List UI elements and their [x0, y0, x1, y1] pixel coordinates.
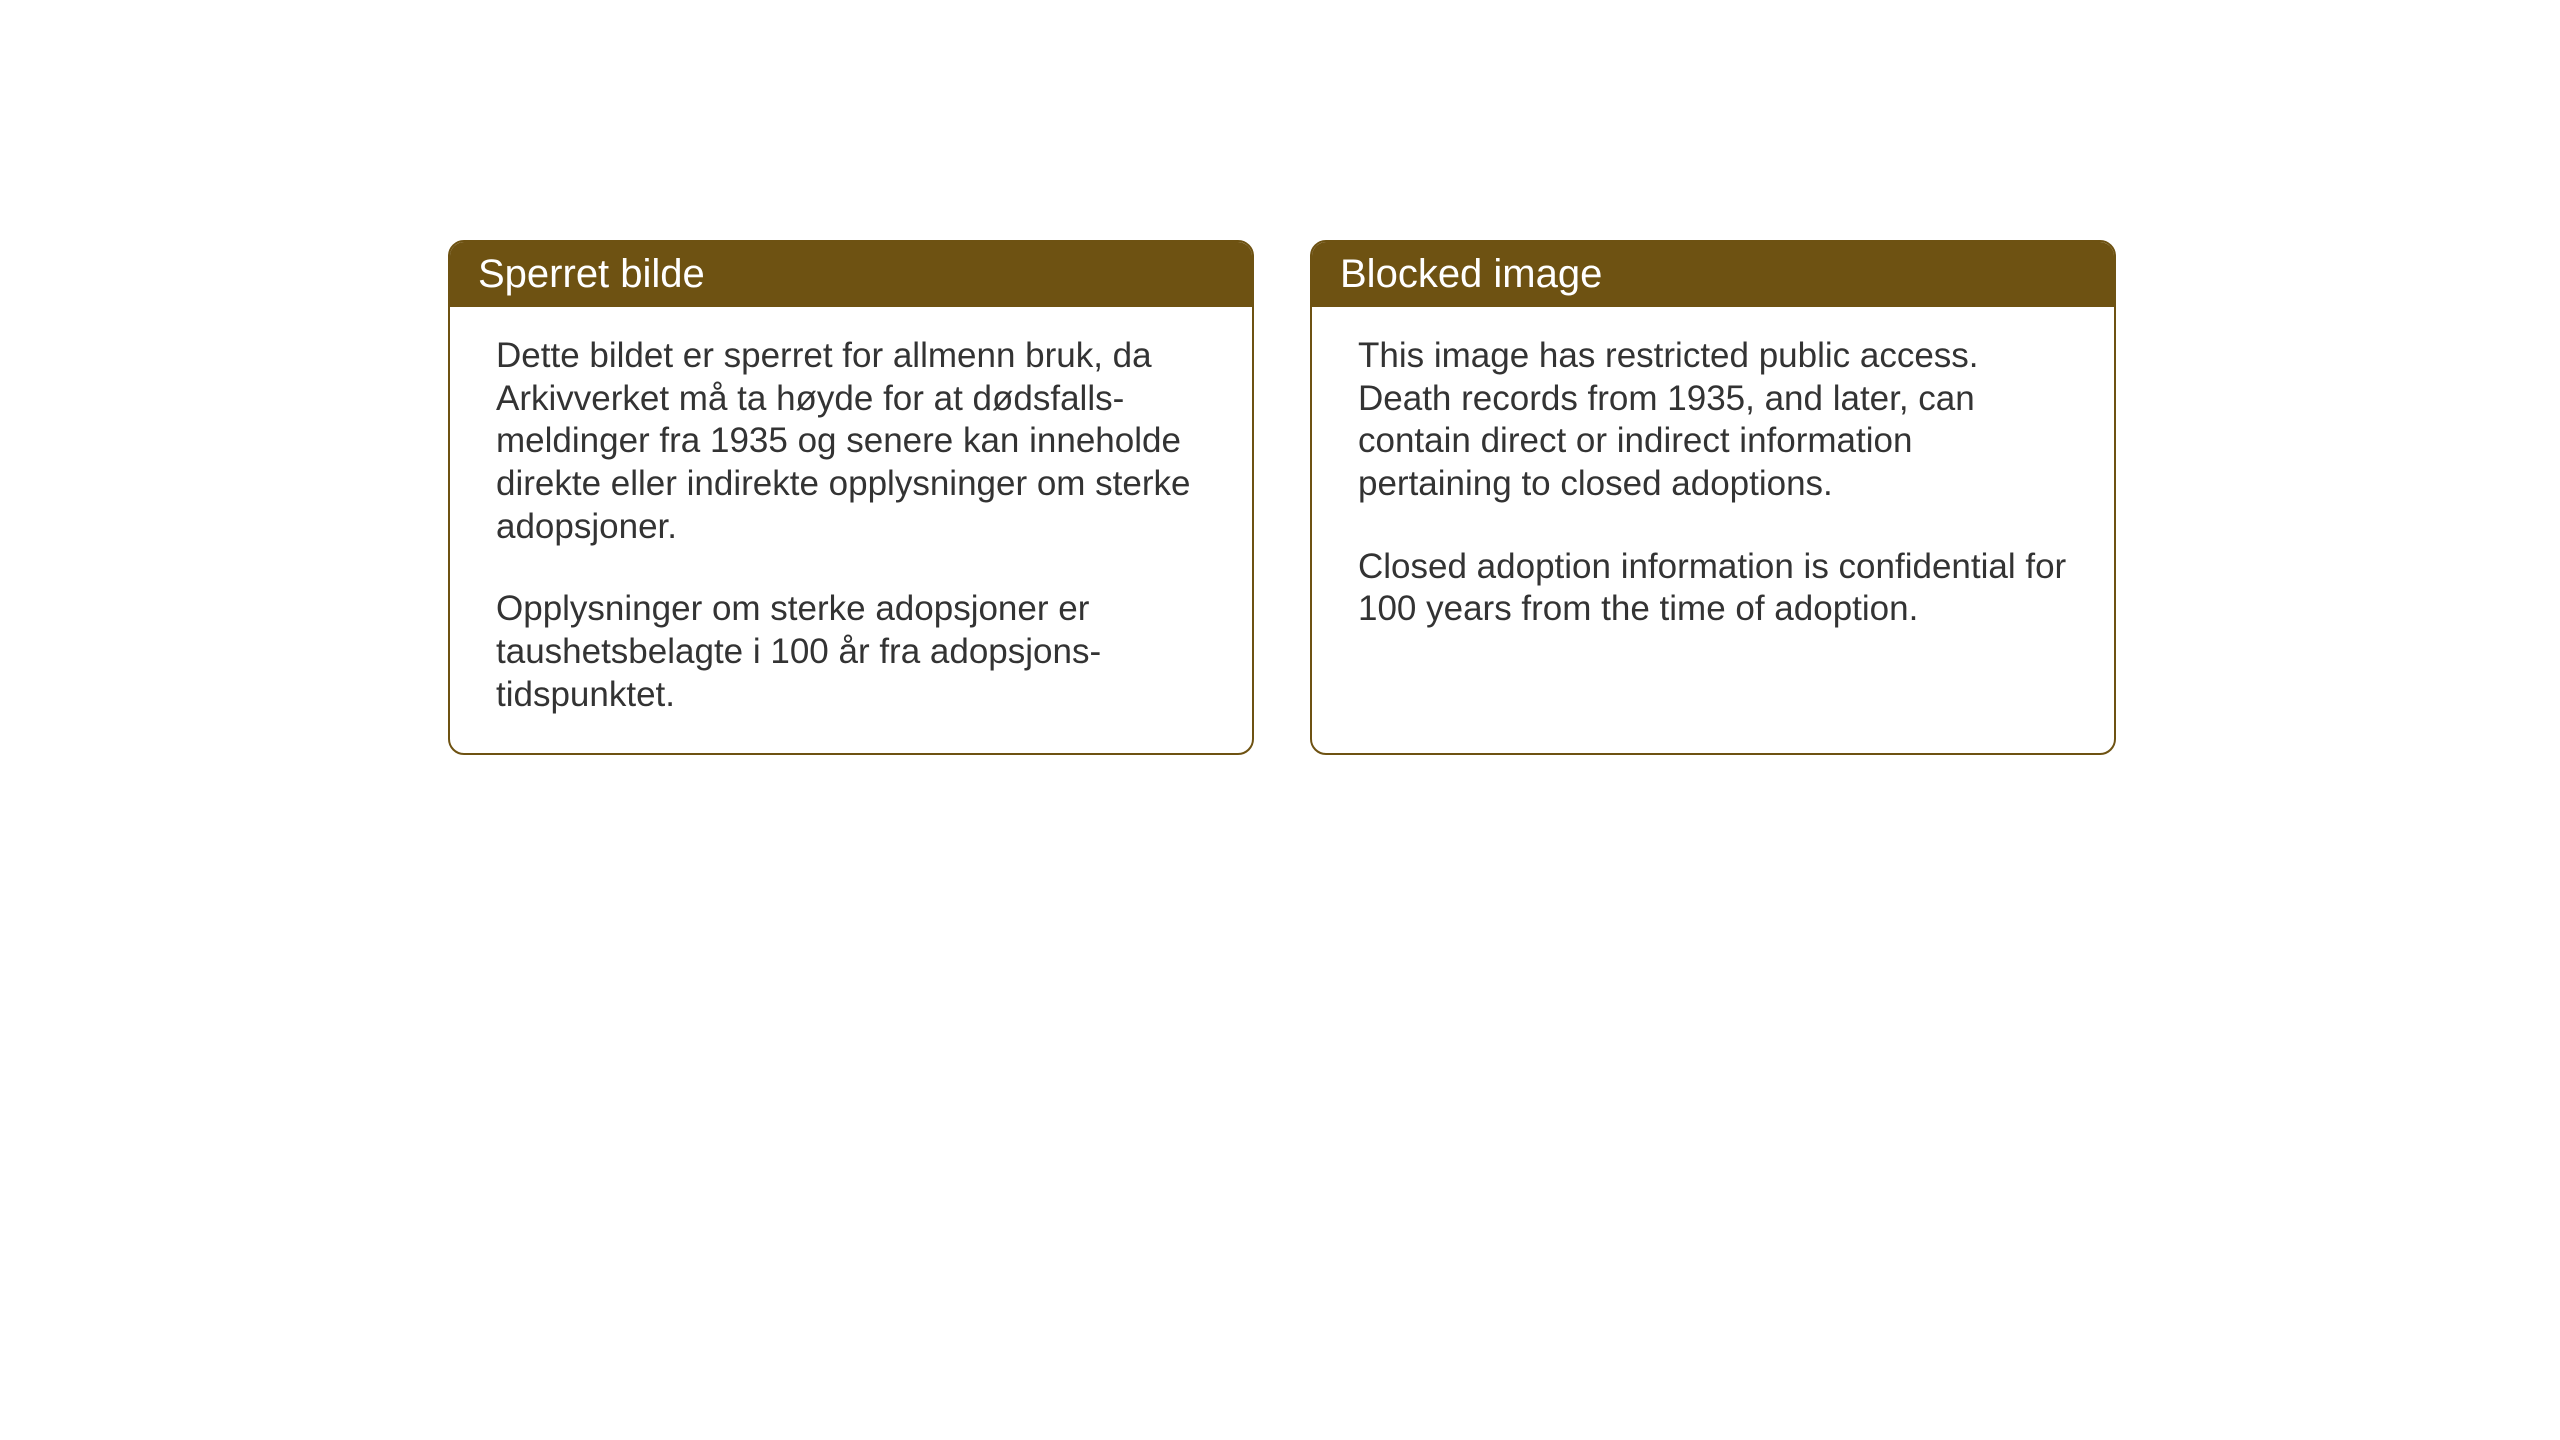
- norwegian-card: Sperret bilde Dette bildet er sperret fo…: [448, 240, 1254, 755]
- cards-container: Sperret bilde Dette bildet er sperret fo…: [448, 240, 2116, 755]
- english-card: Blocked image This image has restricted …: [1310, 240, 2116, 755]
- english-card-body: This image has restricted public access.…: [1312, 307, 2114, 667]
- norwegian-paragraph-1: Dette bildet er sperret for allmenn bruk…: [496, 335, 1206, 548]
- norwegian-card-title: Sperret bilde: [450, 242, 1252, 307]
- english-card-title: Blocked image: [1312, 242, 2114, 307]
- norwegian-paragraph-2: Opplysninger om sterke adopsjoner er tau…: [496, 588, 1206, 716]
- norwegian-card-body: Dette bildet er sperret for allmenn bruk…: [450, 307, 1252, 753]
- english-paragraph-1: This image has restricted public access.…: [1358, 335, 2068, 506]
- english-paragraph-2: Closed adoption information is confident…: [1358, 546, 2068, 631]
